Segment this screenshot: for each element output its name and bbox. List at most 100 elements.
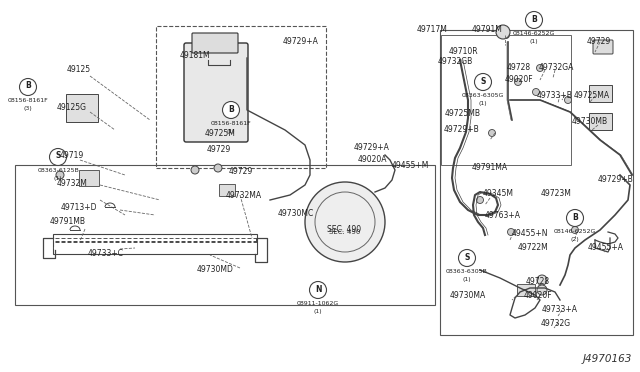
Text: S: S xyxy=(464,253,470,262)
Text: 49729: 49729 xyxy=(229,167,253,176)
Text: 49723M: 49723M xyxy=(541,189,572,198)
Circle shape xyxy=(496,25,510,39)
Text: 08363-6305B: 08363-6305B xyxy=(446,269,488,274)
Text: 08363-6125B: 08363-6125B xyxy=(37,168,79,173)
Circle shape xyxy=(488,129,495,137)
Text: 08146-6252G: 08146-6252G xyxy=(513,31,555,36)
Text: 49713+D: 49713+D xyxy=(61,202,97,212)
Circle shape xyxy=(502,32,509,38)
Bar xyxy=(440,30,633,335)
FancyBboxPatch shape xyxy=(593,40,613,54)
Text: 49728: 49728 xyxy=(507,62,531,71)
Circle shape xyxy=(477,196,483,203)
Circle shape xyxy=(532,89,540,96)
Text: 49732GB: 49732GB xyxy=(437,58,472,67)
Text: 49730MC: 49730MC xyxy=(278,208,314,218)
Text: 49719: 49719 xyxy=(60,151,84,160)
Circle shape xyxy=(537,285,547,295)
FancyBboxPatch shape xyxy=(589,112,611,129)
Circle shape xyxy=(536,64,543,71)
Text: (1): (1) xyxy=(54,176,62,181)
FancyBboxPatch shape xyxy=(517,284,535,296)
Text: 49125G: 49125G xyxy=(57,103,87,112)
Circle shape xyxy=(515,78,522,86)
Text: (1): (1) xyxy=(530,39,538,44)
Circle shape xyxy=(49,148,67,166)
Text: S: S xyxy=(55,151,61,160)
Text: 49020F: 49020F xyxy=(524,292,552,301)
Text: (1): (1) xyxy=(314,309,323,314)
Text: B: B xyxy=(228,105,234,113)
Text: 49345M: 49345M xyxy=(483,189,513,198)
Circle shape xyxy=(305,182,385,262)
FancyBboxPatch shape xyxy=(219,184,235,196)
Text: 49732M: 49732M xyxy=(56,180,88,189)
Text: (1): (1) xyxy=(479,101,487,106)
Text: 49763+A: 49763+A xyxy=(485,211,521,219)
Text: 49728: 49728 xyxy=(526,278,550,286)
Text: 49732MA: 49732MA xyxy=(226,192,262,201)
Text: 49722M: 49722M xyxy=(518,244,548,253)
Text: 49729+B: 49729+B xyxy=(597,176,633,185)
Text: 49791MB: 49791MB xyxy=(50,218,86,227)
Text: 49717M: 49717M xyxy=(417,26,447,35)
Text: 08911-1062G: 08911-1062G xyxy=(297,301,339,306)
Text: 08363-6305G: 08363-6305G xyxy=(462,93,504,98)
Text: 49729+A: 49729+A xyxy=(354,144,390,153)
Text: J4970163: J4970163 xyxy=(582,354,632,364)
Circle shape xyxy=(537,275,547,285)
FancyBboxPatch shape xyxy=(79,170,99,186)
Text: B: B xyxy=(531,15,537,23)
Circle shape xyxy=(566,209,584,227)
Text: 49791MA: 49791MA xyxy=(472,164,508,173)
Text: 49710R: 49710R xyxy=(448,48,478,57)
Text: (1): (1) xyxy=(227,129,236,134)
Text: S: S xyxy=(480,77,486,86)
Text: 49729+B: 49729+B xyxy=(443,125,479,135)
Circle shape xyxy=(56,171,64,179)
Text: 49733+B: 49733+B xyxy=(537,90,573,99)
Text: 49020F: 49020F xyxy=(505,76,533,84)
Text: 49733+C: 49733+C xyxy=(88,248,124,257)
Text: B: B xyxy=(572,212,578,221)
Text: 49730MB: 49730MB xyxy=(572,118,608,126)
Text: 49181M: 49181M xyxy=(180,51,211,60)
Bar xyxy=(441,35,571,165)
Bar xyxy=(15,165,435,305)
Text: 49732GA: 49732GA xyxy=(538,62,573,71)
Text: 49729: 49729 xyxy=(587,38,611,46)
Text: 49725MB: 49725MB xyxy=(445,109,481,118)
Text: 49729: 49729 xyxy=(207,145,231,154)
Circle shape xyxy=(191,166,199,174)
Text: 49455+A: 49455+A xyxy=(588,244,624,253)
Text: 49725MA: 49725MA xyxy=(574,90,610,99)
Circle shape xyxy=(19,78,36,96)
Bar xyxy=(156,26,326,168)
Text: 49455+M: 49455+M xyxy=(391,160,429,170)
Circle shape xyxy=(214,164,222,172)
FancyBboxPatch shape xyxy=(589,84,611,102)
Text: (3): (3) xyxy=(24,106,33,111)
Text: 49729+A: 49729+A xyxy=(283,36,319,45)
Text: 49125: 49125 xyxy=(67,65,91,74)
Text: 49725M: 49725M xyxy=(205,128,236,138)
Circle shape xyxy=(458,250,476,266)
Text: 08156-8161F: 08156-8161F xyxy=(8,98,49,103)
Text: (2): (2) xyxy=(571,237,579,242)
Text: 49730MD: 49730MD xyxy=(196,266,234,275)
Text: SEC. 490: SEC. 490 xyxy=(327,225,361,234)
Text: N: N xyxy=(315,285,321,294)
Circle shape xyxy=(474,74,492,90)
Text: 49730MA: 49730MA xyxy=(450,291,486,299)
Circle shape xyxy=(310,282,326,298)
Text: 49733+A: 49733+A xyxy=(542,305,578,314)
Text: SEC. 490: SEC. 490 xyxy=(330,229,361,235)
Text: 49791M: 49791M xyxy=(472,26,502,35)
Text: (1): (1) xyxy=(463,277,471,282)
FancyBboxPatch shape xyxy=(184,43,248,142)
Text: 49732G: 49732G xyxy=(541,318,571,327)
Text: 49455+N: 49455+N xyxy=(512,230,548,238)
Bar xyxy=(66,94,98,122)
Circle shape xyxy=(223,102,239,119)
Bar xyxy=(53,234,257,254)
